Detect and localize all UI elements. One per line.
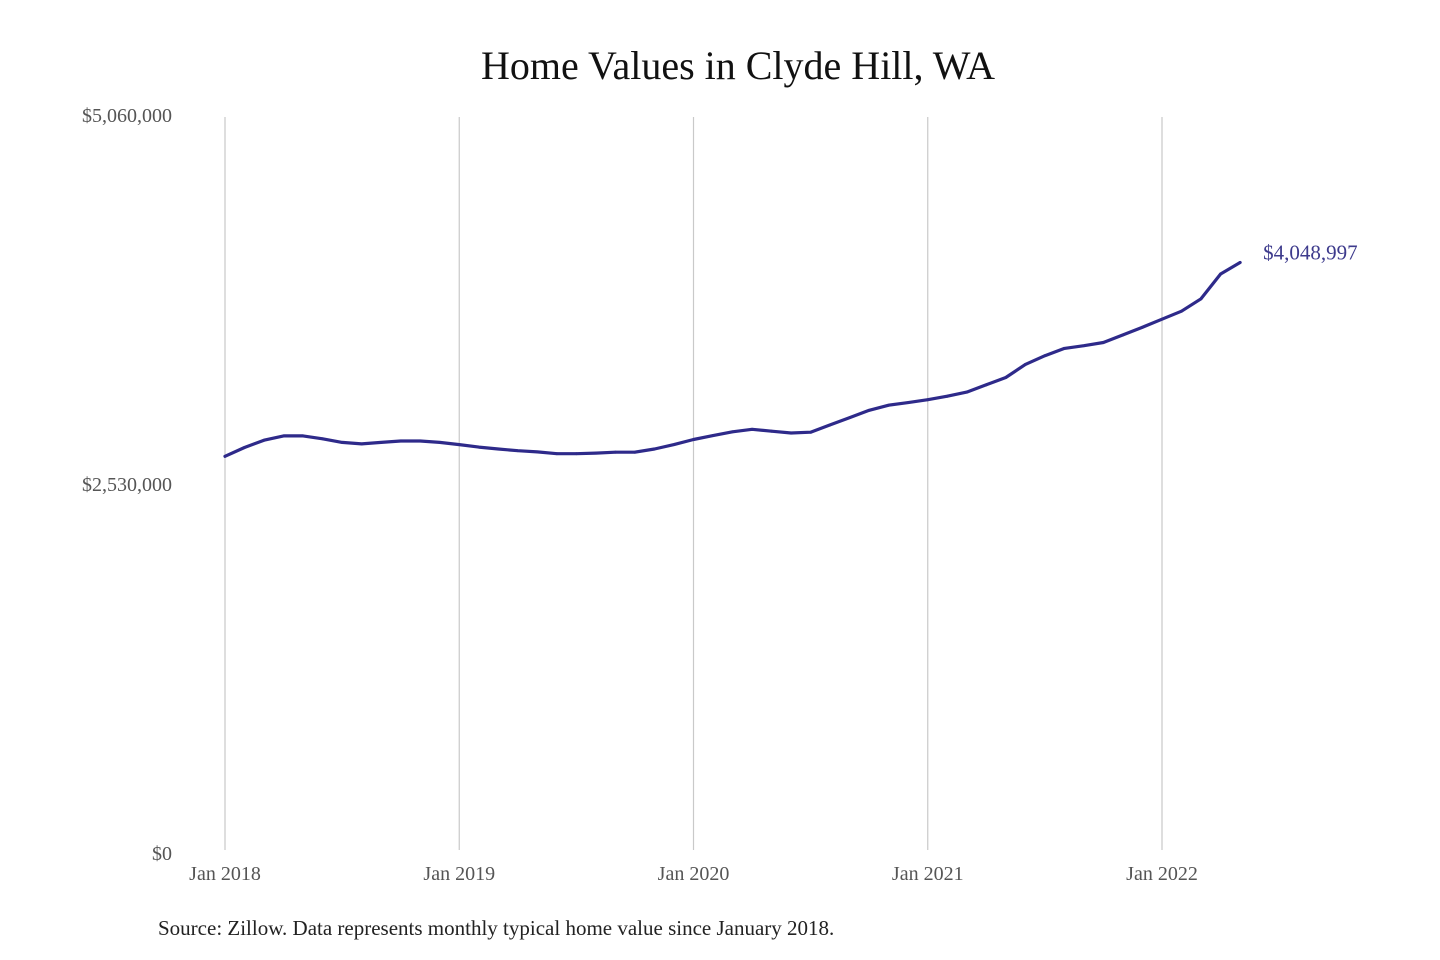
data-point <box>1082 344 1086 348</box>
data-point <box>477 445 481 449</box>
data-point <box>692 438 695 441</box>
x-axis-ticks: Jan 2018 Jan 2019 Jan 2020 Jan 2021 Jan 2022 <box>189 863 1198 885</box>
data-point <box>1199 297 1203 301</box>
data-point <box>867 408 871 412</box>
data-point <box>438 441 442 444</box>
data-point <box>926 398 930 402</box>
data-point <box>574 452 578 456</box>
data-point <box>809 430 813 434</box>
data-point <box>1180 309 1183 313</box>
data-point <box>672 443 676 447</box>
data-point <box>282 434 285 438</box>
data-point <box>633 450 637 454</box>
data-point <box>321 437 325 441</box>
x-tick-label: Jan 2022 <box>1126 863 1198 885</box>
data-point <box>711 434 715 437</box>
data-point <box>1043 354 1047 358</box>
data-point <box>1160 317 1164 321</box>
chart-title: Home Values in Clyde Hill, WA <box>480 43 996 88</box>
series-line <box>223 260 1242 458</box>
series-layer: $4,048,997 <box>223 240 1358 458</box>
gridlines <box>224 117 1163 850</box>
x-tick-label: Jan 2019 <box>423 863 495 885</box>
data-point <box>1121 333 1125 337</box>
data-point <box>1141 325 1144 329</box>
data-point <box>1023 363 1027 366</box>
y-tick-label: $0 <box>152 843 172 865</box>
x-tick-label: Jan 2020 <box>658 863 730 885</box>
data-point <box>360 442 364 446</box>
data-point <box>223 454 227 458</box>
data-point <box>399 439 403 443</box>
data-point <box>965 390 969 394</box>
data-point <box>906 401 910 405</box>
data-point <box>1062 346 1066 350</box>
x-tick-label: Jan 2018 <box>189 863 261 885</box>
y-axis-ticks: $0 $2,530,000 $5,060,000 <box>82 105 172 865</box>
data-point <box>340 441 344 444</box>
data-point <box>516 449 520 453</box>
data-point <box>243 446 246 449</box>
y-tick-label: $5,060,000 <box>82 105 172 127</box>
data-point <box>789 431 793 435</box>
data-point <box>535 450 539 454</box>
data-point <box>1238 261 1242 264</box>
data-point <box>555 452 559 456</box>
data-point <box>1102 341 1105 344</box>
end-value-label: $4,048,997 <box>1263 240 1358 264</box>
data-point <box>750 427 754 431</box>
data-point <box>731 430 734 434</box>
data-point <box>594 451 598 455</box>
y-tick-label: $2,530,000 <box>82 474 172 496</box>
data-point <box>614 450 617 454</box>
data-point <box>945 394 949 398</box>
data-point <box>418 439 422 443</box>
data-point <box>770 429 773 433</box>
data-point <box>379 441 383 444</box>
data-point <box>828 423 832 427</box>
data-point <box>301 434 305 438</box>
data-point <box>653 447 656 451</box>
data-point <box>457 443 461 447</box>
data-point <box>848 416 852 420</box>
data-point <box>887 403 891 407</box>
data-point <box>496 447 500 451</box>
x-tick-label: Jan 2021 <box>892 863 964 885</box>
data-point <box>984 383 988 387</box>
data-point <box>1219 272 1222 276</box>
source-note: Source: Zillow. Data represents monthly … <box>158 916 835 940</box>
data-point <box>1004 376 1008 379</box>
data-point <box>262 438 266 442</box>
